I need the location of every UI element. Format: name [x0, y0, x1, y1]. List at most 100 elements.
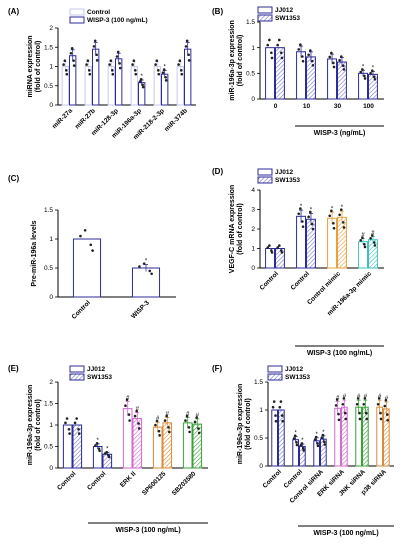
- y-tick-label: 2: [251, 226, 255, 233]
- data-point: [341, 221, 345, 224]
- data-point: [373, 77, 377, 81]
- data-point: [83, 229, 87, 232]
- data-point: [314, 435, 318, 439]
- data-point: [280, 251, 284, 254]
- data-point: [364, 411, 368, 415]
- data-point: [97, 447, 101, 450]
- data-point: [85, 63, 88, 66]
- bar: [132, 418, 143, 469]
- legend-label: SW1353: [275, 177, 300, 184]
- bar: [337, 61, 347, 100]
- legend-swatch: [257, 14, 273, 22]
- significance-marker: *: [145, 259, 148, 265]
- x-tick-label: miR-27a: [51, 107, 74, 130]
- data-point: [343, 411, 347, 415]
- data-point: [334, 404, 338, 407]
- data-point: [188, 430, 191, 434]
- data-point: [341, 64, 345, 68]
- data-point: [295, 441, 298, 444]
- significance-marker: *: [362, 64, 365, 70]
- legend-label: JJ012: [285, 366, 303, 373]
- data-point: [379, 417, 383, 421]
- significance-marker: #: [136, 407, 140, 413]
- data-point: [131, 63, 134, 66]
- bar: [107, 66, 115, 106]
- significance-marker: #: [378, 394, 382, 400]
- y-tick-label: 1.5: [44, 44, 53, 51]
- data-point: [134, 72, 138, 76]
- data-point: [359, 239, 363, 242]
- data-point: [197, 427, 200, 430]
- y-tick-label: 1: [251, 246, 255, 253]
- data-point: [98, 449, 101, 453]
- bar: [327, 217, 337, 269]
- chart-panel-c: (C) 0 0.5 1 1.5 Pre-miR-196a levels Control * WI…: [8, 174, 176, 321]
- data-point: [187, 59, 191, 62]
- bar: [153, 66, 161, 106]
- data-point: [276, 43, 279, 47]
- x-axis-label: WISP-3 (100 ng/mL): [313, 530, 378, 537]
- x-tick-label: SB203580: [171, 470, 198, 497]
- y-tick-label: 0.5: [44, 444, 53, 451]
- data-point: [195, 416, 198, 419]
- x-axis-label: WISP-3 (100 ng/mL): [115, 527, 180, 534]
- data-point: [95, 59, 99, 62]
- y-tick-label: 1.5: [254, 379, 263, 386]
- significance-marker: #: [156, 416, 160, 422]
- significance-marker: #: [166, 411, 170, 417]
- y-tick-label: 0.5: [44, 265, 53, 272]
- y-tick-label: 2: [49, 25, 53, 32]
- y-tick-label: 0: [251, 265, 255, 272]
- data-point: [184, 45, 188, 48]
- bar: [192, 423, 203, 469]
- significance-marker: *: [294, 431, 297, 437]
- data-point: [299, 43, 302, 46]
- significance-marker: #: [186, 411, 190, 417]
- data-point: [301, 220, 304, 223]
- bar: [271, 409, 278, 467]
- data-point: [363, 243, 366, 246]
- y-tick-label: 0: [49, 102, 53, 109]
- significance-marker: #: [385, 396, 389, 402]
- bar: [337, 216, 347, 269]
- data-point: [330, 209, 333, 213]
- data-point: [332, 65, 336, 69]
- data-point: [308, 49, 312, 52]
- legend-swatch: [267, 365, 283, 373]
- data-point: [77, 428, 80, 431]
- data-point: [108, 63, 111, 66]
- data-point: [339, 55, 343, 58]
- data-point: [279, 249, 283, 252]
- y-axis-label: miR-196a-3p expression(fold of control): [229, 20, 244, 101]
- bar: [131, 267, 161, 298]
- data-point: [141, 85, 145, 89]
- data-point: [138, 265, 141, 268]
- data-point: [359, 70, 363, 74]
- data-point: [376, 402, 380, 406]
- data-point: [118, 62, 121, 65]
- y-tick-label: 0.5: [254, 435, 263, 442]
- data-point: [141, 83, 144, 87]
- legend-swatch: [69, 8, 85, 16]
- bar: [62, 424, 73, 469]
- data-point: [363, 245, 367, 249]
- data-point: [297, 212, 301, 216]
- data-point: [72, 64, 76, 67]
- y-axis-label: VEGF-C mRNA expression(fold of control): [229, 185, 244, 273]
- bar: [341, 406, 348, 467]
- chart-panel-e: (E) 0 0.5 1 1.5 2 miR-196a-3p expression(fold …: [8, 364, 208, 534]
- data-point: [177, 63, 180, 66]
- data-point: [332, 226, 336, 230]
- bar: [265, 248, 275, 269]
- data-point: [111, 69, 114, 72]
- panel-label: (A): [8, 7, 19, 16]
- legend-swatch: [69, 16, 85, 24]
- data-point: [293, 434, 297, 438]
- data-point: [342, 68, 346, 71]
- data-point: [70, 47, 74, 50]
- data-point: [342, 226, 346, 229]
- bar: [115, 58, 123, 106]
- data-point: [316, 442, 319, 445]
